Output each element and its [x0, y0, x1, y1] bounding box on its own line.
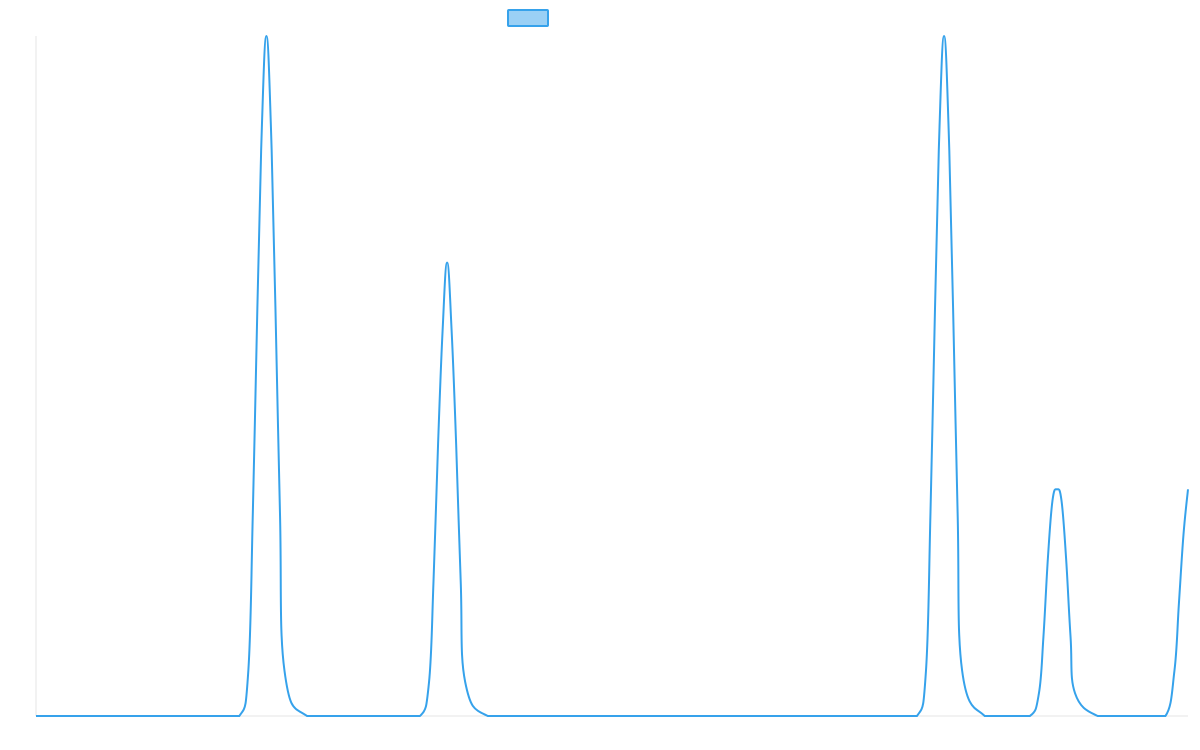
legend-swatch[interactable]: [507, 9, 549, 27]
series-line: [36, 35, 1189, 717]
series-group: [36, 35, 1189, 717]
